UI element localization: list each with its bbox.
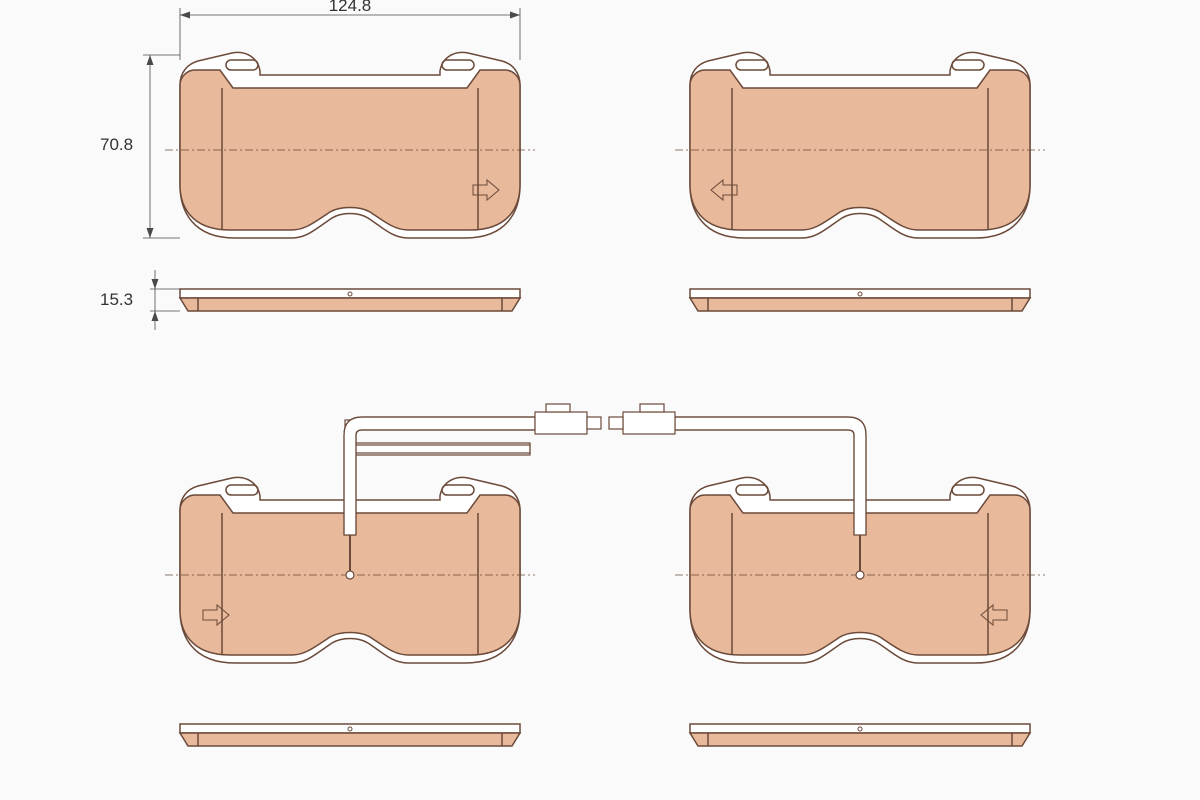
profile-bottom-right <box>690 724 1030 746</box>
dim-thickness-label: 15.3 <box>100 290 133 309</box>
dim-thickness: 15.3 <box>100 270 180 330</box>
profile-top-right <box>690 289 1030 311</box>
profile-bottom-left <box>180 724 520 746</box>
dim-height: 70.8 <box>100 55 180 238</box>
dim-width: 124.8 <box>180 0 520 60</box>
dim-height-label: 70.8 <box>100 135 133 154</box>
pad-bottom-right <box>609 404 1045 663</box>
profile-top-left <box>180 289 520 311</box>
dim-width-label: 124.8 <box>329 0 372 15</box>
pad-bottom-left <box>165 404 601 663</box>
pad-top-left <box>165 52 535 238</box>
pad-top-right <box>675 52 1045 238</box>
